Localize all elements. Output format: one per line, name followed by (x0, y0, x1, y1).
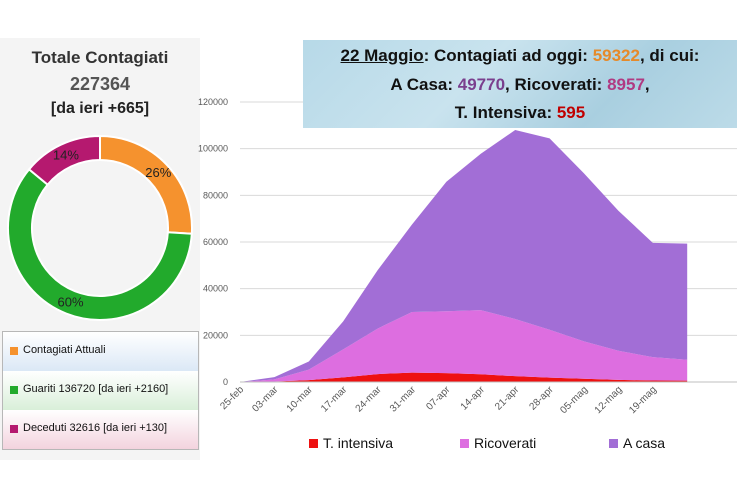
banner-acasa: 49770 (457, 75, 506, 94)
legend-swatch (10, 425, 18, 433)
banner-contagiati: 59322 (592, 46, 640, 65)
x-tick-label: 12-mag (593, 384, 625, 416)
area-series (240, 130, 688, 382)
banner-date: 22 Maggio (340, 46, 424, 65)
legend-label: A casa (623, 435, 666, 451)
x-tick-label: 05-mag (558, 384, 590, 416)
y-tick-label: 120000 (198, 97, 228, 107)
chart-legend-ricoverati: Ricoverati (460, 434, 570, 454)
x-tick-label: 31-mar (388, 384, 419, 415)
total-title: Totale Contagiati (31, 48, 169, 67)
legend-label: Guariti 136720 [da ieri +2160] (23, 383, 169, 395)
x-tick-label: 24-mar (354, 384, 385, 415)
banner-text: A Casa: (390, 75, 458, 94)
legend-label: T. intensiva (323, 435, 394, 451)
legend-swatch (309, 439, 318, 448)
chart-legend-intensiva: T. intensiva (309, 434, 419, 454)
x-tick-label: 10-mar (285, 384, 316, 415)
donut-data-label: 14% (53, 148, 79, 163)
banner-line-3: T. Intensiva: 595 (303, 103, 737, 123)
total-value: 227364 (69, 74, 131, 94)
legend-label: Ricoverati (474, 435, 537, 451)
total-delta: [da ieri +665] (50, 100, 150, 117)
summary-panel: Totale Contagiati 227364 [da ieri +665] … (0, 38, 200, 460)
legend-item-deceduti: Deceduti 32616 [da ieri +130] (3, 410, 198, 449)
banner-line-2: A Casa: 49770, Ricoverati: 8957, (303, 75, 737, 95)
legend-item-guariti: Guariti 136720 [da ieri +2160] (3, 371, 198, 410)
legend-swatch (10, 347, 18, 355)
donut-slice (27, 134, 101, 187)
legend-item-contagiati: Contagiati Attuali (3, 332, 198, 371)
legend-label: Contagiati Attuali (23, 344, 106, 356)
donut-data-label: 26% (145, 165, 171, 180)
y-tick-label: 60000 (203, 237, 228, 247)
banner-text: T. Intensiva: (454, 103, 557, 122)
x-tick-label: 07-apr (424, 384, 453, 413)
area-series (240, 372, 688, 382)
headline-banner: 22 Maggio: Contagiati ad oggi: 59322, di… (303, 40, 737, 128)
y-tick-label: 80000 (203, 190, 228, 200)
donut-legend: Contagiati Attuali Guariti 136720 [da ie… (2, 331, 199, 450)
y-tick-label: 0 (223, 377, 228, 387)
x-tick-label: 14-apr (459, 384, 488, 413)
donut-data-label: 60% (58, 294, 84, 309)
y-tick-label: 100000 (198, 144, 228, 154)
legend-swatch (609, 439, 618, 448)
x-tick-label: 19-mag (627, 384, 659, 416)
legend-swatch (10, 386, 18, 394)
donut-slice (7, 167, 193, 321)
banner-text: , di cui: (639, 46, 700, 65)
legend-label: Deceduti 32616 [da ieri +130] (23, 422, 168, 434)
legend-swatch (460, 439, 469, 448)
area-series (240, 310, 688, 382)
y-tick-label: 20000 (203, 330, 228, 340)
y-tick-label: 40000 (203, 284, 228, 294)
x-tick-label: 21-apr (493, 384, 522, 413)
x-tick-label: 25-feb (218, 384, 246, 412)
banner-ricoverati: 8957 (607, 75, 645, 94)
x-tick-label: 28-apr (528, 384, 557, 413)
banner-text: , Ricoverati: (505, 75, 608, 94)
banner-intensiva: 595 (556, 103, 586, 122)
x-tick-label: 17-mar (319, 384, 350, 415)
banner-text: : Contagiati ad oggi: (423, 46, 593, 65)
banner-text: , (644, 75, 650, 94)
x-tick-label: 03-mar (250, 384, 281, 415)
chart-legend-acasa: A casa (609, 434, 699, 454)
banner-line-1: 22 Maggio: Contagiati ad oggi: 59322, di… (303, 46, 737, 66)
donut-chart: 26% 60% 14% (7, 134, 193, 321)
